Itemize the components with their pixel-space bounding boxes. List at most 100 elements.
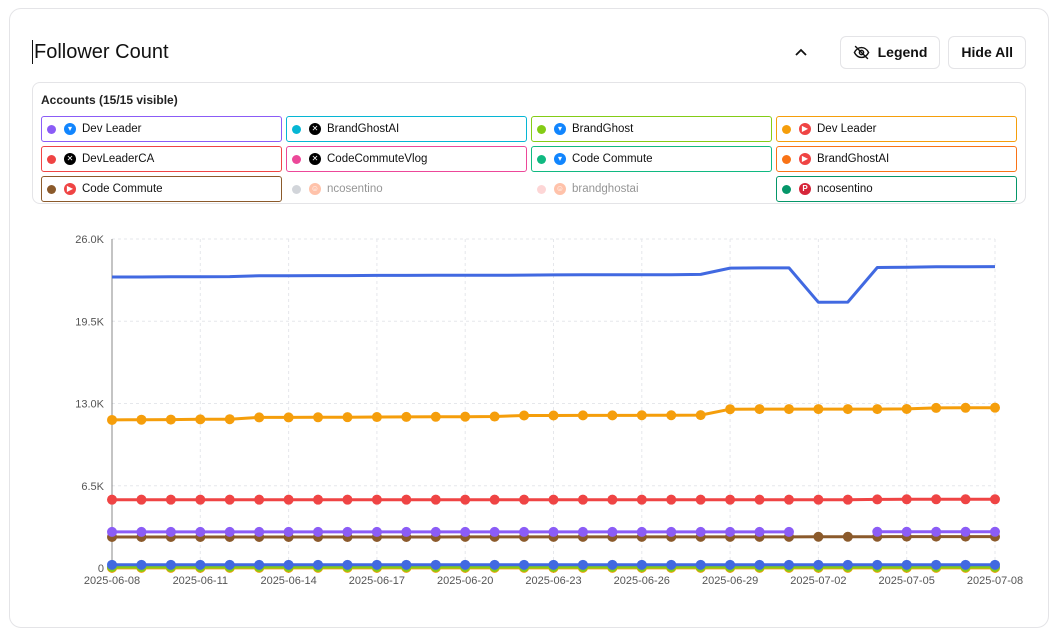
series-point: [961, 560, 971, 570]
series-point: [843, 495, 853, 505]
series-point: [401, 495, 411, 505]
x-tick-label: 2025-07-08: [967, 575, 1023, 587]
y-tick-label: 0: [98, 563, 104, 575]
series-point: [254, 560, 264, 570]
series-point: [107, 495, 117, 505]
series-point: [990, 494, 1000, 504]
x-tick-label: 2025-06-29: [702, 575, 758, 587]
series-point: [431, 495, 441, 505]
series-point: [784, 527, 794, 537]
y-tick-label: 13.0K: [75, 399, 104, 411]
series-point: [843, 404, 853, 414]
series-point: [813, 495, 823, 505]
series-point: [578, 410, 588, 420]
series-point: [313, 560, 323, 570]
series-point: [872, 560, 882, 570]
series-point: [284, 412, 294, 422]
series-point: [843, 560, 853, 570]
series-point: [813, 560, 823, 570]
series-point: [136, 527, 146, 537]
series-point: [342, 527, 352, 537]
series-point: [195, 560, 205, 570]
series-point: [755, 560, 765, 570]
series-point: [313, 412, 323, 422]
series-point: [843, 532, 853, 542]
x-tick-label: 2025-06-17: [349, 575, 405, 587]
series-point: [784, 560, 794, 570]
series-point: [902, 494, 912, 504]
series-point: [872, 527, 882, 537]
y-tick-label: 19.5K: [75, 316, 104, 328]
chart-card: Follower Count Legend Hide All Accounts …: [9, 8, 1049, 628]
series-point: [342, 560, 352, 570]
series-point: [431, 560, 441, 570]
series-point: [313, 527, 323, 537]
series-point: [372, 560, 382, 570]
series-point: [372, 412, 382, 422]
series-point: [755, 404, 765, 414]
series-point: [813, 532, 823, 542]
y-tick-label: 6.5K: [81, 481, 104, 493]
series-point: [902, 527, 912, 537]
series-point: [284, 560, 294, 570]
series-point: [401, 527, 411, 537]
series-point: [784, 495, 794, 505]
series-point: [578, 527, 588, 537]
series-point: [902, 560, 912, 570]
series-point: [637, 495, 647, 505]
series-point: [372, 527, 382, 537]
series-point: [902, 404, 912, 414]
series-point: [755, 495, 765, 505]
series-point: [254, 495, 264, 505]
series-point: [607, 560, 617, 570]
x-tick-label: 2025-07-02: [790, 575, 846, 587]
series-point: [166, 415, 176, 425]
series-point: [490, 527, 500, 537]
series-point: [254, 412, 264, 422]
series-point: [813, 404, 823, 414]
series-point: [784, 404, 794, 414]
series-point: [872, 494, 882, 504]
x-tick-label: 2025-06-11: [173, 575, 228, 587]
series-point: [136, 495, 146, 505]
series-point: [401, 412, 411, 422]
series-point: [607, 410, 617, 420]
y-tick-label: 26.0K: [75, 234, 104, 246]
series-point: [872, 404, 882, 414]
series-point: [225, 527, 235, 537]
series-point: [460, 412, 470, 422]
series-point: [519, 527, 529, 537]
series-point: [490, 495, 500, 505]
series-point: [519, 560, 529, 570]
series-point: [195, 414, 205, 424]
series-point: [372, 495, 382, 505]
series-point: [136, 415, 146, 425]
series-point: [696, 527, 706, 537]
series-point: [931, 560, 941, 570]
series-point: [931, 527, 941, 537]
series-point: [931, 494, 941, 504]
series-point: [607, 495, 617, 505]
line-chart: 0 6.5K 13.0K 19.5K 26.0K 2025-06-08 2025-06-11…: [10, 9, 1050, 616]
series-point: [549, 411, 559, 421]
series-point: [666, 410, 676, 420]
series-point: [225, 495, 235, 505]
series-point: [519, 495, 529, 505]
series-point: [254, 527, 264, 537]
series-point: [990, 403, 1000, 413]
series-point: [460, 560, 470, 570]
series-point: [166, 560, 176, 570]
series-point: [401, 560, 411, 570]
series-point: [666, 527, 676, 537]
x-tick-label: 2025-06-08: [84, 575, 140, 587]
series-point: [549, 527, 559, 537]
series-point: [136, 560, 146, 570]
series-point: [549, 495, 559, 505]
series-point: [284, 495, 294, 505]
series-point: [696, 495, 706, 505]
series-point: [490, 412, 500, 422]
series-point: [990, 560, 1000, 570]
series-point: [725, 404, 735, 414]
series-point: [961, 527, 971, 537]
x-tick-label: 2025-06-14: [260, 575, 316, 587]
